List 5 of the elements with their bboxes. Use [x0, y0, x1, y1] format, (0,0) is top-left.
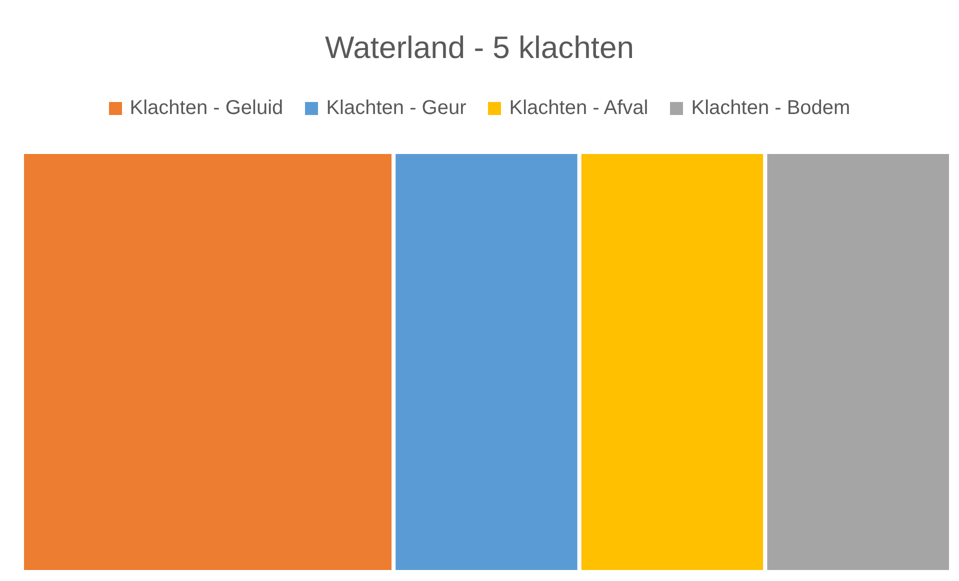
chart-title: Waterland - 5 klachten — [324, 29, 635, 67]
legend-label: Klachten - Afval — [509, 96, 648, 120]
legend-label: Klachten - Bodem — [691, 96, 850, 120]
legend-label: Klachten - Geur — [326, 96, 466, 120]
series-label: Klachten - Geluid — [130, 96, 284, 120]
